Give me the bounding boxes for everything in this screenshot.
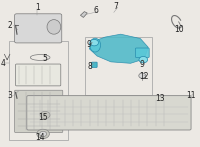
Text: 2: 2: [8, 21, 13, 30]
Circle shape: [90, 39, 99, 46]
FancyBboxPatch shape: [15, 90, 63, 132]
Text: 8: 8: [87, 62, 92, 71]
Text: 9: 9: [86, 40, 91, 49]
Polygon shape: [80, 12, 87, 17]
Bar: [9, 41, 68, 141]
Polygon shape: [89, 34, 148, 63]
FancyBboxPatch shape: [27, 96, 191, 130]
Text: 10: 10: [174, 25, 183, 34]
Ellipse shape: [47, 20, 61, 34]
Bar: [85, 37, 152, 95]
Ellipse shape: [90, 38, 101, 52]
Text: 5: 5: [43, 54, 48, 64]
Text: 13: 13: [155, 94, 165, 103]
Text: 7: 7: [113, 2, 118, 11]
Text: 15: 15: [38, 113, 48, 122]
Circle shape: [40, 111, 50, 119]
Text: 14: 14: [35, 133, 45, 142]
FancyBboxPatch shape: [135, 48, 149, 57]
Text: 3: 3: [8, 91, 13, 100]
Text: 9: 9: [140, 60, 145, 69]
Text: 1: 1: [35, 4, 40, 12]
Circle shape: [139, 73, 146, 78]
Text: 12: 12: [140, 72, 149, 81]
FancyBboxPatch shape: [92, 62, 97, 67]
Text: 11: 11: [187, 91, 196, 100]
Circle shape: [37, 129, 49, 139]
FancyBboxPatch shape: [16, 64, 61, 86]
Circle shape: [139, 56, 148, 63]
Text: 4: 4: [1, 59, 6, 68]
Circle shape: [40, 131, 47, 137]
FancyBboxPatch shape: [15, 14, 62, 43]
Text: 6: 6: [94, 6, 99, 15]
